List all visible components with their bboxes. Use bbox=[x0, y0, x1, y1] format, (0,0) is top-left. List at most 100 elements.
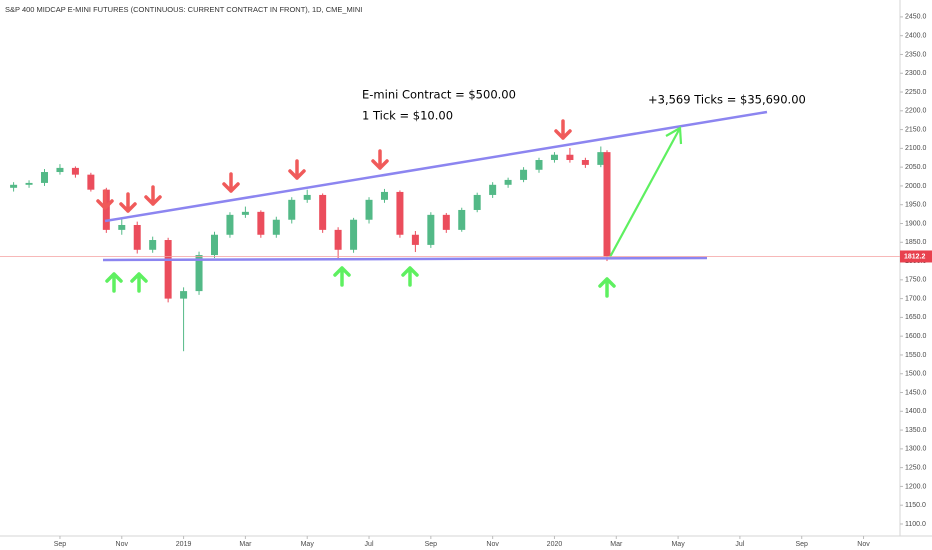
candle-body bbox=[380, 191, 388, 200]
y-tick-label: 1700.0 bbox=[905, 295, 927, 302]
candle-body bbox=[427, 214, 435, 245]
plot bbox=[10, 146, 611, 352]
candle-body bbox=[195, 255, 203, 292]
candle-body bbox=[56, 167, 64, 173]
y-tick-label: 2350.0 bbox=[905, 51, 927, 58]
candle-body bbox=[396, 191, 404, 235]
candle-body bbox=[257, 211, 265, 235]
down-arrow bbox=[288, 159, 306, 180]
candle-body bbox=[334, 229, 342, 250]
x-tick-label: Jul bbox=[735, 541, 744, 548]
x-tick-label: Mar bbox=[239, 541, 252, 548]
candle-body bbox=[133, 224, 141, 250]
x-tick-label: 2019 bbox=[176, 541, 192, 548]
candle-body bbox=[442, 214, 450, 230]
y-tick-label: 1450.0 bbox=[905, 389, 927, 396]
up-arrow bbox=[333, 266, 351, 287]
candle-body bbox=[303, 194, 311, 200]
y-tick-label: 1950.0 bbox=[905, 202, 927, 209]
candle-body bbox=[550, 154, 558, 161]
candle-body bbox=[535, 160, 543, 170]
x-tick-label: Sep bbox=[795, 541, 808, 548]
trend-line bbox=[104, 110, 768, 223]
candle-body bbox=[226, 214, 234, 235]
down-arrow bbox=[371, 149, 389, 170]
candle-body bbox=[102, 189, 110, 230]
candle-body bbox=[473, 194, 481, 210]
annotation: 1 Tick = $10.00 bbox=[362, 109, 453, 123]
candle-body bbox=[566, 154, 574, 161]
up-arrow bbox=[105, 272, 123, 293]
candle-body bbox=[87, 174, 95, 190]
chart-title: S&P 400 MIDCAP E-MINI FUTURES (CONTINUOU… bbox=[5, 5, 362, 14]
y-tick-label: 2100.0 bbox=[905, 145, 927, 152]
y-tick-label: 1600.0 bbox=[905, 333, 927, 340]
candle-body bbox=[411, 234, 419, 245]
x-tick-label: Sep bbox=[54, 541, 67, 548]
up-arrow bbox=[130, 272, 148, 293]
x-tick-label: May bbox=[301, 541, 315, 548]
x-tick-label: Jul bbox=[365, 541, 374, 548]
candle-body bbox=[241, 211, 249, 215]
y-tick-label: 2000.0 bbox=[905, 183, 927, 190]
arrows bbox=[96, 119, 616, 298]
x-tick-label: Sep bbox=[425, 541, 438, 548]
down-arrow bbox=[554, 119, 572, 140]
y-tick-label: 2450.0 bbox=[905, 14, 927, 21]
x-tick-label: Nov bbox=[486, 541, 499, 548]
y-tick-label: 1550.0 bbox=[905, 352, 927, 359]
candle-body bbox=[210, 234, 218, 256]
y-tick-label: 2050.0 bbox=[905, 164, 927, 171]
y-tick-label: 1650.0 bbox=[905, 314, 927, 321]
candle-body bbox=[603, 152, 611, 257]
candle-body bbox=[504, 179, 512, 185]
annotation: +3,569 Ticks = $35,690.00 bbox=[648, 93, 806, 107]
y-tick-label: 1200.0 bbox=[905, 483, 927, 490]
y-tick-label: 2150.0 bbox=[905, 126, 927, 133]
x-tick-label: Nov bbox=[857, 541, 870, 548]
support-line bbox=[102, 256, 708, 262]
y-tick-label: 2200.0 bbox=[905, 108, 927, 115]
up-arrow bbox=[598, 277, 616, 298]
x-tick-label: Mar bbox=[610, 541, 623, 548]
y-tick-label: 1400.0 bbox=[905, 408, 927, 415]
candle-body bbox=[149, 240, 157, 250]
y-tick-label: 1100.0 bbox=[905, 521, 926, 528]
candle-body bbox=[41, 172, 49, 183]
candle-body bbox=[288, 199, 296, 220]
down-arrow bbox=[119, 192, 137, 213]
candle-body bbox=[272, 219, 280, 235]
down-arrow bbox=[222, 172, 240, 193]
down-arrow bbox=[96, 189, 114, 210]
y-tick-label: 1500.0 bbox=[905, 371, 927, 378]
up-arrow bbox=[401, 266, 419, 287]
last-price-box bbox=[900, 250, 932, 263]
candle-body bbox=[365, 199, 373, 220]
y-tick-label: 1300.0 bbox=[905, 446, 927, 453]
down-arrow bbox=[144, 185, 162, 206]
y-tick-label: 1850.0 bbox=[905, 239, 927, 246]
candle-body bbox=[10, 184, 18, 188]
candle-body bbox=[350, 219, 358, 250]
candle-body bbox=[180, 291, 188, 299]
candle-body bbox=[71, 167, 79, 175]
y-tick-label: 2250.0 bbox=[905, 89, 927, 96]
target-arrow bbox=[609, 126, 683, 258]
y-tick-label: 1750.0 bbox=[905, 277, 927, 284]
y-tick-label: 1350.0 bbox=[905, 427, 927, 434]
candle-body bbox=[458, 209, 466, 230]
x-tick-label: May bbox=[671, 541, 685, 548]
candle-body bbox=[164, 240, 172, 299]
annotation: E-mini Contract = $500.00 bbox=[362, 88, 516, 102]
x-tick-label: Nov bbox=[116, 541, 129, 548]
y-tick-label: 1900.0 bbox=[905, 220, 927, 227]
candle-body bbox=[25, 182, 33, 185]
candle-body bbox=[319, 194, 327, 230]
candle-body bbox=[597, 152, 605, 165]
candle-body bbox=[118, 224, 126, 230]
candle-body bbox=[520, 169, 528, 180]
y-tick-label: 1150.0 bbox=[905, 502, 926, 509]
last-price-label: 1812.2 bbox=[904, 253, 926, 260]
